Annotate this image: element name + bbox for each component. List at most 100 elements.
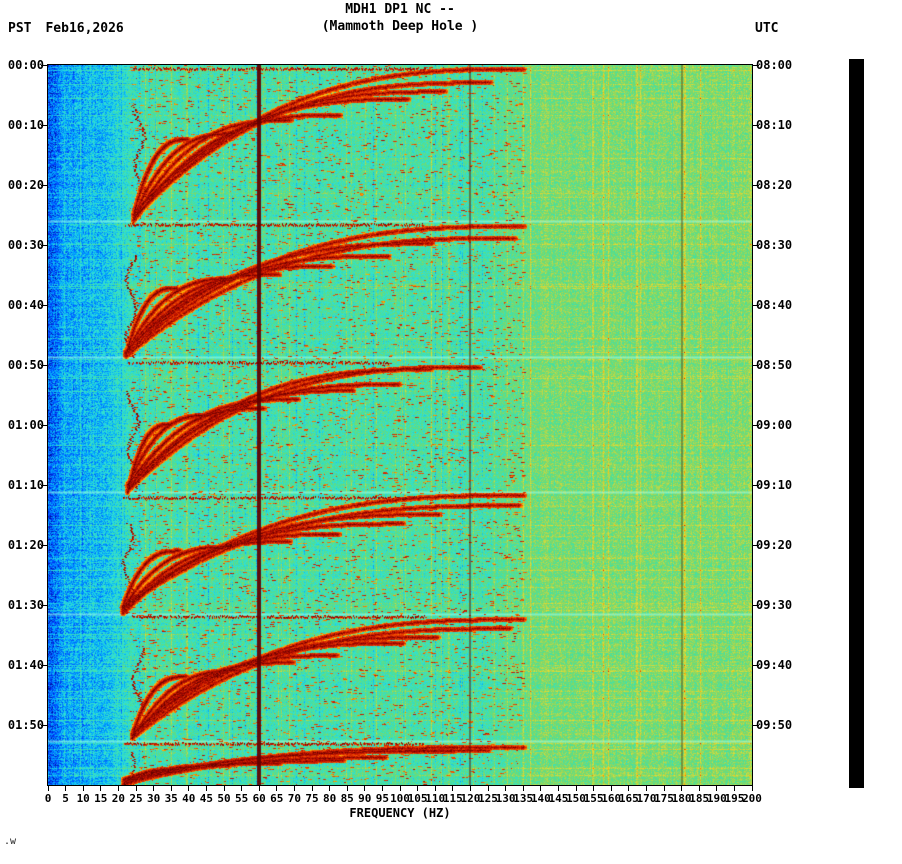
seismogram-strip (849, 59, 864, 788)
x-tick-label: 180 (671, 792, 692, 805)
y-tick-mark-right (753, 125, 759, 126)
y-tick-label-left: 01:50 (7, 718, 44, 732)
y-tick-mark-left (41, 545, 47, 546)
x-tick-mark (575, 786, 577, 791)
y-tick-label-left: 00:10 (7, 118, 44, 132)
x-tick-label: 80 (322, 792, 337, 805)
x-tick-mark (593, 786, 595, 791)
y-tick-label-right: 09:00 (756, 418, 793, 432)
x-tick-mark (663, 786, 665, 791)
x-tick-label: 50 (217, 792, 231, 805)
x-tick-label: 130 (495, 792, 516, 805)
x-tick-mark (188, 786, 190, 791)
x-tick-mark (522, 786, 524, 791)
y-tick-label-right: 08:10 (756, 118, 793, 132)
x-tick-label: 75 (305, 792, 319, 805)
title-line1: MDH1 DP1 NC -- (345, 2, 455, 17)
x-tick-label: 60 (252, 792, 266, 805)
x-tick-label: 45 (199, 792, 214, 805)
y-tick-label-right: 09:20 (756, 538, 793, 552)
x-tick-label: 195 (724, 792, 745, 805)
y-tick-mark-left (41, 365, 47, 366)
y-tick-label-right: 09:50 (756, 718, 793, 732)
y-tick-mark-right (753, 65, 759, 66)
footer-mark: .w (4, 836, 17, 847)
y-tick-mark-right (753, 605, 759, 606)
x-tick-label: 145 (548, 792, 569, 805)
x-tick-label: 5 (62, 792, 69, 805)
y-tick-mark-right (753, 485, 759, 486)
x-tick-label: 175 (654, 792, 674, 805)
x-tick-mark (329, 786, 331, 791)
x-tick-label: 135 (513, 792, 534, 805)
x-tick-mark (311, 786, 313, 791)
timezone-left-label: PST (8, 21, 32, 36)
x-tick-mark (346, 786, 348, 791)
x-tick-label: 35 (164, 792, 178, 805)
y-tick-label-left: 01:20 (7, 538, 44, 552)
x-tick-mark (170, 786, 172, 791)
x-tick-label: 105 (407, 792, 428, 805)
x-tick-label: 185 (689, 792, 710, 805)
y-tick-label-right: 08:50 (756, 358, 793, 372)
x-tick-mark (223, 786, 225, 791)
x-tick-mark (364, 786, 366, 791)
x-tick-label: 95 (375, 792, 390, 805)
x-tick-label: 200 (742, 792, 762, 805)
x-tick-label: 100 (390, 792, 410, 805)
x-tick-label: 170 (636, 792, 657, 805)
x-tick-mark (557, 786, 559, 791)
x-tick-mark (381, 786, 383, 791)
x-tick-label: 15 (94, 792, 108, 805)
y-tick-mark-left (41, 665, 47, 666)
y-tick-mark-left (41, 125, 47, 126)
y-tick-mark-right (753, 425, 759, 426)
timezone-right-label: UTC (755, 21, 779, 36)
x-tick-label: 30 (146, 792, 161, 805)
x-tick-mark (452, 786, 454, 791)
x-tick-mark (65, 786, 67, 791)
y-tick-label-left: 01:40 (7, 658, 44, 672)
x-tick-label: 140 (530, 792, 551, 805)
y-tick-mark-left (41, 65, 47, 66)
x-tick-mark (153, 786, 155, 791)
y-tick-label-right: 08:30 (756, 238, 793, 252)
x-tick-mark (399, 786, 401, 791)
x-tick-mark (47, 786, 49, 791)
title-line2: (Mammoth Deep Hole ) (321, 19, 479, 34)
x-tick-mark (434, 786, 436, 791)
y-tick-label-left: 00:20 (7, 178, 44, 192)
y-tick-label-left: 00:50 (7, 358, 44, 372)
spectrogram-plot (47, 64, 753, 786)
x-tick-mark (293, 786, 295, 791)
y-tick-label-left: 00:00 (7, 58, 44, 72)
y-tick-mark-right (753, 725, 759, 726)
x-tick-mark (681, 786, 683, 791)
x-tick-mark (241, 786, 243, 791)
x-tick-label: 10 (76, 792, 90, 805)
y-tick-label-right: 08:20 (756, 178, 793, 192)
x-tick-mark (628, 786, 630, 791)
y-tick-label-left: 01:00 (7, 418, 44, 432)
y-tick-mark-right (753, 305, 759, 306)
x-tick-label: 20 (111, 792, 126, 805)
y-tick-mark-right (753, 665, 759, 666)
y-tick-label-left: 01:30 (7, 598, 44, 612)
x-tick-label: 55 (234, 792, 249, 805)
x-tick-mark (751, 786, 753, 791)
x-tick-mark (135, 786, 137, 791)
y-tick-label-left: 00:40 (7, 298, 44, 312)
x-tick-label: 120 (460, 792, 481, 805)
x-tick-mark (417, 786, 419, 791)
y-tick-label-right: 09:10 (756, 478, 793, 492)
x-tick-mark (540, 786, 542, 791)
x-tick-label: 150 (566, 792, 586, 805)
date-label: Feb16,2026 (45, 21, 124, 36)
x-tick-mark (117, 786, 119, 791)
x-tick-mark (82, 786, 84, 791)
y-tick-mark-left (41, 425, 47, 426)
y-tick-mark-left (41, 305, 47, 306)
x-tick-label: 0 (44, 792, 52, 805)
y-tick-mark-left (41, 185, 47, 186)
